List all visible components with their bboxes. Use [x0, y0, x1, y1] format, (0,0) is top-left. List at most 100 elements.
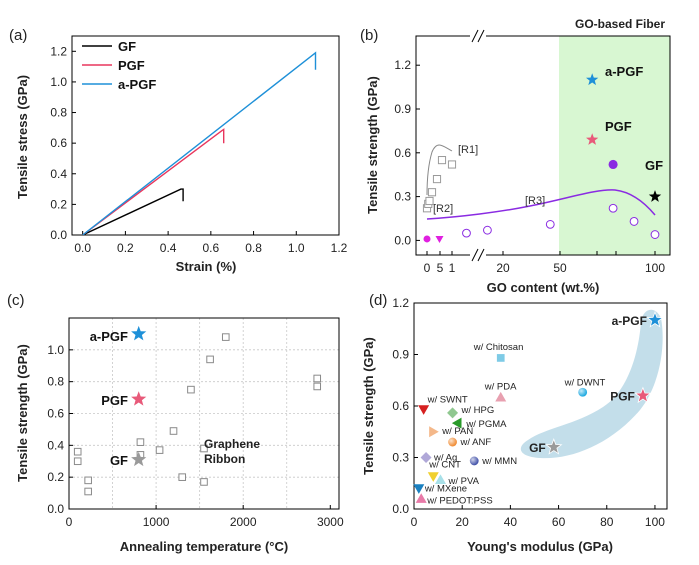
panel-c-reference-point: [187, 385, 195, 394]
panel-a-legend-label-a-pgf: a-PGF: [118, 77, 156, 92]
panel-c-tag: (c): [7, 292, 25, 309]
panel-d-label-a-pgf: a-PGF: [612, 314, 647, 328]
panel-d-point-gf: [544, 438, 563, 455]
panel-d-point-w-anf: [448, 437, 457, 447]
panel-c-reference-point: [313, 382, 322, 391]
panel-b-x-ticks: 0 5 1 20 50 100: [424, 251, 665, 275]
panel-c-annotation-graphene-ribbon: Graphene Ribbon: [204, 437, 260, 466]
panel-b-point-point: [608, 159, 618, 170]
panel-d-point-pgf: [634, 386, 652, 404]
panel-d-label-gf: GF: [529, 441, 546, 455]
panel-c-reference-point: [178, 473, 187, 481]
panel-c-y-tick-label: 0.8: [47, 375, 64, 389]
panel-d-label-w-pedot-pss: w/ PEDOT:PSS: [426, 496, 492, 507]
panel-d-y-tick-label: 0.3: [392, 451, 409, 465]
panel-d-label-w-mmn: w/ MMN: [481, 456, 517, 467]
panel-d-label-w-swnt: w/ SWNT: [427, 394, 468, 405]
panel-d-point-w-chitosan: [496, 354, 505, 362]
panel-c-grid: [69, 318, 339, 509]
panel-b-point-r1: [427, 188, 437, 197]
panel-d-point-w-hpg: [447, 407, 459, 419]
panel-a-line-gf: [82, 188, 184, 235]
panel-b-point-r1: [425, 196, 434, 206]
panel-b-point-r1: [432, 175, 442, 184]
panel-d-point-w-dwnt-shine: [578, 387, 588, 397]
panel-a-tag: (a): [9, 27, 27, 44]
panel-d-points: [413, 311, 664, 503]
panel-c-label-gf: GF: [110, 453, 128, 468]
panel-a-series-lines: [82, 51, 317, 235]
panel-c-reference-point: [200, 444, 208, 453]
panel-b-shaded-region-label: GO-based Fiber: [575, 17, 665, 31]
panel-d-point-w-pgma: [451, 417, 462, 429]
panel-b-label-r3: [R3]: [525, 195, 545, 207]
panel-a-y-tick-label: 0.8: [50, 106, 67, 120]
panel-d-label-w-pan: w/ PAN: [441, 426, 473, 437]
panel-a-x-tick-label: 1.2: [331, 241, 348, 255]
panel-d-x-tick-label: 60: [552, 515, 566, 529]
panel-d-point-w-pedot-pss: [415, 493, 427, 503]
panel-d-y-label: Tensile strength (GPa): [361, 337, 376, 475]
panel-a-y-ticks: 0.0 0.2 0.4 0.6 0.8 1.0 1.2: [50, 44, 76, 242]
panel-c-label-apgf: a-PGF: [90, 329, 128, 344]
panel-d-point-w-ag: [420, 452, 432, 463]
panel-d-label-w-anf: w/ ANF: [460, 437, 492, 448]
panel-d-point-w-swnt: [418, 405, 430, 415]
panel-a-plot-frame: [71, 35, 340, 236]
panel-b-y-tick-label: 1.2: [394, 58, 411, 72]
panel-d-x-tick-label: 40: [504, 515, 518, 529]
panel-b-x-tick-label: 100: [645, 261, 665, 275]
panel-d-label-w-cnt: w/ CNT: [428, 459, 461, 470]
panel-c-star-pgf: [131, 391, 147, 406]
panel-c-x-tick-label: 0: [66, 515, 73, 529]
panel-a-y-tick-label: 0.2: [50, 197, 67, 211]
panel-c-y-label: Tensile strength (GPa): [15, 344, 30, 482]
panel-a-x-label: Strain (%): [176, 259, 237, 274]
panel-b-point-r2: [423, 235, 431, 243]
panel-d-point-w-pda: [495, 391, 507, 402]
panel-a-legend-label-pgf: PGF: [118, 58, 145, 73]
panel-c-y-tick-label: 0.0: [47, 502, 64, 516]
panel-c-reference-point: [206, 355, 214, 364]
panel-c-x-label: Annealing temperature (°C): [120, 539, 288, 554]
panel-d-x-tick-label: 0: [411, 515, 418, 529]
panel-a-y-tick-label: 1.0: [50, 75, 67, 89]
panel-d-point-w-cnt: [427, 472, 439, 482]
panel-b-point-gf: [648, 190, 662, 202]
panel-b-r1-fit-curve: [426, 144, 453, 196]
panel-b-label-apgf: a-PGF: [605, 64, 643, 79]
panel-c-y-ticks: 0.0 0.2 0.4 0.6 0.8 1.0: [47, 343, 73, 516]
panel-d-x-tick-label: 80: [600, 515, 614, 529]
panel-d-y-tick-label: 1.2: [392, 296, 409, 310]
panel-a-line-a-pgf: [82, 51, 317, 235]
panel-c-x-tick-label: 3000: [317, 515, 344, 529]
panel-b-tag: (b): [360, 27, 378, 44]
panel-b-point-r1: [437, 156, 447, 165]
panel-b-y-tick-label: 0.6: [394, 146, 411, 160]
panel-a-line-pgf: [82, 128, 225, 235]
panel-b-y-ticks: 0.0 0.3 0.6 0.9 1.2: [394, 58, 420, 247]
panel-b-point-r3: [545, 219, 555, 229]
panel-d-tag: (d): [369, 292, 387, 309]
panel-a-x-ticks: 0.0 0.2 0.4 0.6 0.8 1.0 1.2: [74, 231, 348, 255]
panel-b-point-r3: [462, 228, 471, 238]
panel-c-points: [73, 325, 322, 496]
panel-d-y-ticks: 0.0 0.3 0.6 0.9 1.2: [392, 296, 418, 516]
panel-b: (b) GO-based Fiber 0.0 0.3 0.6 0.9 1.2 0 5 1 20…: [360, 17, 671, 295]
panel-a-x-tick-label: 0.2: [117, 241, 134, 255]
panel-a: (a) 0.00.20.40.60.81.01.2 0.0 0.2 0.4 0.6 0.…: [9, 27, 348, 274]
panel-b-point-a-pgf: [586, 73, 599, 86]
panel-b-points: [422, 73, 662, 243]
panel-d: (d) 0.0 0.3 0.6 0.9 1.2 0 20 40 60 80 100 a-PGF PG…: [361, 292, 668, 554]
panel-c-y-tick-label: 0.2: [47, 470, 64, 484]
panel-b-y-label: Tensile strength (GPa): [365, 76, 380, 214]
panel-b-point-r3: [483, 225, 492, 235]
panel-a-y-label: Tensile stress (GPa): [15, 75, 30, 199]
panel-a-legend: GF PGF a-PGF: [82, 39, 156, 92]
panel-d-labels: a-PGF PGF GF w/ DWNT w/ Chitosan w/ PDA w/ SWN…: [424, 314, 647, 507]
panel-d-label-w-chitosan: w/ Chitosan: [473, 342, 524, 353]
panel-d-x-tick-label: 20: [456, 515, 470, 529]
panel-d-label-w-pgma: w/ PGMA: [465, 419, 507, 430]
panel-d-x-tick-label: 100: [645, 515, 665, 529]
